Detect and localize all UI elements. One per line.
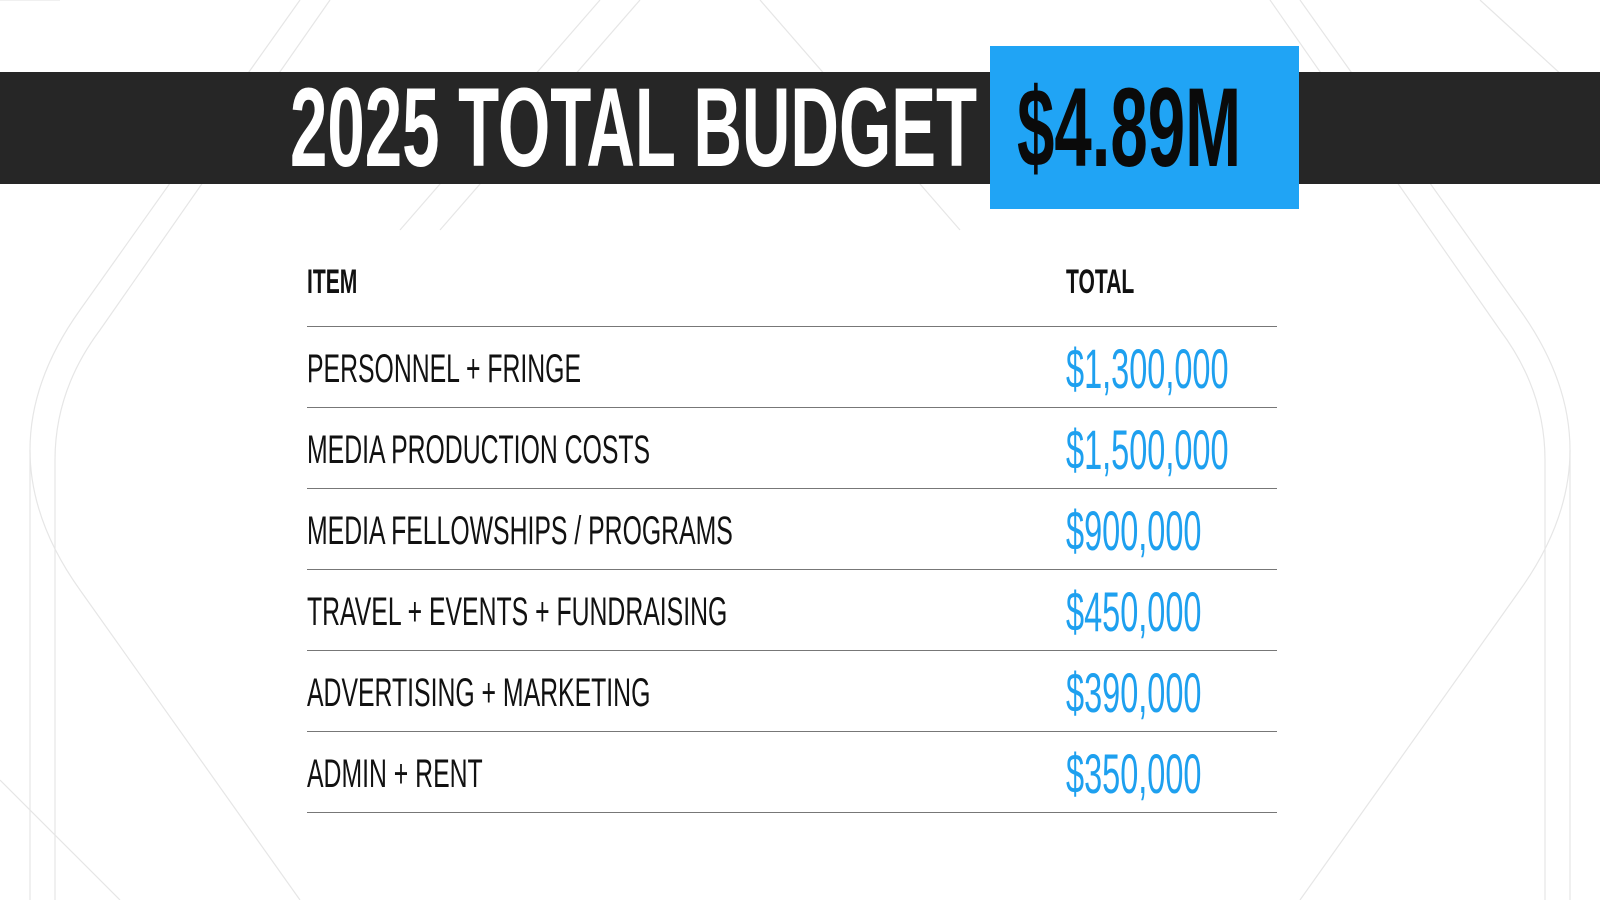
row-total-text: $450,000 — [1066, 580, 1202, 643]
page-title: 2025 TOTAL BUDGET — [290, 65, 1435, 190]
row-item: MEDIA PRODUCTION COSTS — [307, 428, 860, 472]
row-item: ADVERTISING + MARKETING — [307, 671, 861, 715]
row-total-text: $1,500,000 — [1066, 418, 1229, 481]
row-total: $1,500,000 — [1066, 420, 1346, 480]
row-total-text: $390,000 — [1066, 661, 1202, 724]
title-bar — [0, 72, 1600, 184]
row-item-text: PERSONNEL + FRINGE — [307, 347, 582, 391]
row-item-text: ADMIN + RENT — [307, 752, 483, 796]
table-row: ADVERTISING + MARKETING $390,000 — [307, 651, 1277, 732]
header-total-text: TOTAL — [1066, 263, 1135, 301]
row-total-text: $900,000 — [1066, 499, 1202, 562]
row-item-text: MEDIA PRODUCTION COSTS — [307, 428, 651, 472]
row-total: $350,000 — [1066, 744, 1300, 804]
row-item: ADMIN + RENT — [307, 752, 590, 796]
table-row: PERSONNEL + FRINGE $1,300,000 — [307, 327, 1277, 408]
row-item-text: ADVERTISING + MARKETING — [307, 671, 651, 715]
table-row: MEDIA FELLOWSHIPS / PROGRAMS $900,000 — [307, 489, 1277, 570]
total-value-text: $4.89M — [1017, 65, 1242, 190]
row-total: $390,000 — [1066, 663, 1300, 723]
row-item: PERSONNEL + FRINGE — [307, 347, 749, 391]
row-item-text: TRAVEL + EVENTS + FUNDRAISING — [307, 590, 728, 634]
table-row: ADMIN + RENT $350,000 — [307, 732, 1277, 813]
row-total-text: $1,300,000 — [1066, 337, 1229, 400]
row-total: $1,300,000 — [1066, 339, 1346, 399]
row-item: MEDIA FELLOWSHIPS / PROGRAMS — [307, 509, 994, 553]
row-item-text: MEDIA FELLOWSHIPS / PROGRAMS — [307, 509, 733, 553]
table-row: TRAVEL + EVENTS + FUNDRAISING $450,000 — [307, 570, 1277, 651]
table-header: ITEM TOTAL — [307, 263, 1277, 327]
budget-table: ITEM TOTAL PERSONNEL + FRINGE $1,300,000 M… — [307, 263, 1277, 813]
row-total: $450,000 — [1066, 582, 1300, 642]
row-total: $900,000 — [1066, 501, 1300, 561]
row-total-text: $350,000 — [1066, 742, 1202, 805]
header-item-text: ITEM — [307, 263, 358, 301]
total-budget-box — [990, 46, 1299, 209]
title-text: 2025 TOTAL BUDGET — [290, 65, 978, 190]
row-item: TRAVEL + EVENTS + FUNDRAISING — [307, 590, 985, 634]
total-budget-value: $4.89M — [1017, 46, 1391, 209]
table-row: MEDIA PRODUCTION COSTS $1,500,000 — [307, 408, 1277, 489]
